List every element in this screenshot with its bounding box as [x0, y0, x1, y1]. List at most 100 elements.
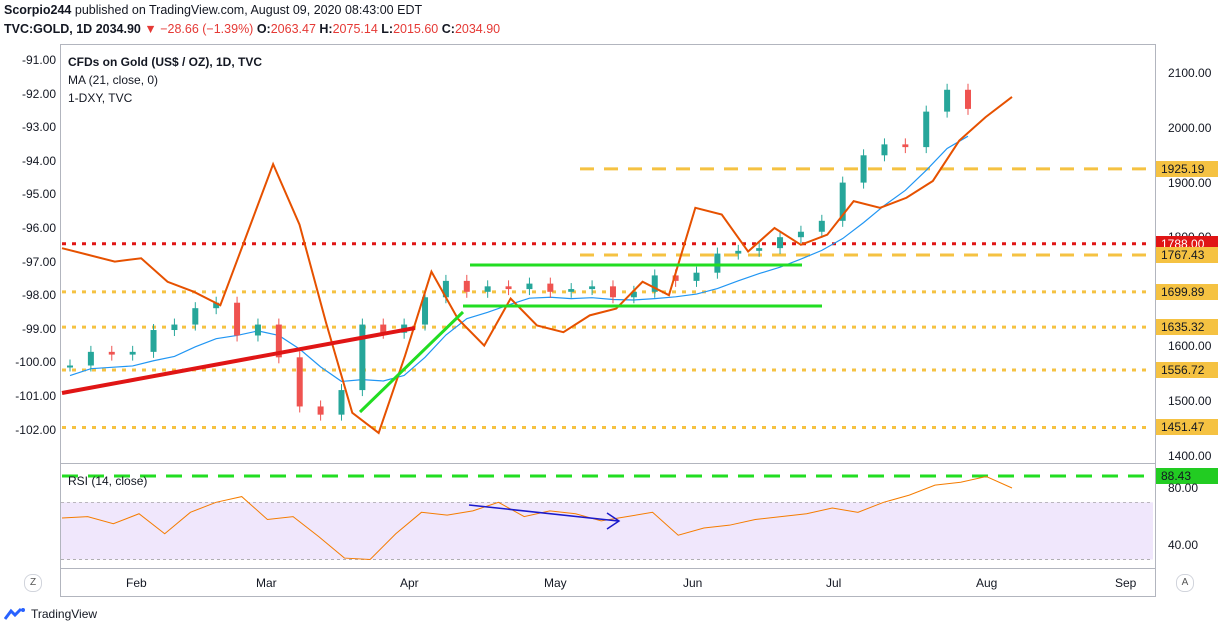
rsi-band — [61, 502, 1153, 560]
right-axis-tick: 1900.00 — [1168, 175, 1212, 190]
low-value: 2015.60 — [393, 22, 439, 36]
left-axis-tick: -96.00 — [21, 221, 56, 235]
publish-info: Scorpio244 published on TradingView.com,… — [4, 3, 422, 17]
left-axis-tick: -102.00 — [15, 422, 56, 437]
left-axis-tick: -100.00 — [15, 355, 56, 370]
close-value: 2034.90 — [454, 22, 501, 36]
candle — [275, 324, 282, 358]
time-axis-tick: Apr — [400, 576, 419, 590]
candle — [67, 365, 73, 368]
level-price-badge: 88.43 — [1156, 467, 1218, 484]
open-label: O: — [256, 22, 271, 36]
candle — [735, 250, 742, 254]
left-axis-tick: -98.00 — [21, 288, 56, 303]
candle — [547, 283, 554, 292]
candle — [651, 275, 658, 292]
level-price-badge: 1451.47 — [1156, 419, 1218, 436]
level-price-badge: 1699.89 — [1156, 283, 1218, 300]
candle — [965, 89, 971, 109]
candle — [797, 231, 804, 238]
down-arrow-icon: ▼ — [144, 22, 157, 36]
candle — [296, 357, 303, 407]
legend-dxy: 1-DXY, TVC — [68, 91, 133, 105]
candle — [87, 351, 94, 366]
left-axis-tick: -93.00 — [21, 120, 56, 135]
last-price: 2034.90 — [95, 22, 141, 36]
legend-ma: MA (21, close, 0) — [68, 73, 159, 87]
candle — [129, 351, 136, 355]
rsi-pane[interactable] — [60, 463, 1156, 569]
candle — [777, 237, 784, 249]
rsi-axis-tick: 40.00 — [1168, 538, 1199, 553]
price-change: −28.66 (−1.39%) — [160, 22, 254, 36]
candle — [171, 324, 178, 331]
author-name[interactable]: Scorpio244 — [4, 3, 72, 17]
auto-scale-button[interactable]: A — [1176, 574, 1194, 592]
time-axis-tick: May — [544, 576, 567, 590]
level-price-badge: 1635.32 — [1156, 319, 1218, 336]
candle — [150, 330, 157, 352]
candle — [526, 283, 533, 290]
left-axis-tick: -97.00 — [21, 254, 56, 269]
left-axis-tick: -95.00 — [21, 187, 56, 202]
candle — [818, 220, 825, 232]
rsi-divergence-arrow — [468, 504, 619, 522]
candle — [192, 308, 199, 325]
candle — [881, 144, 888, 156]
high-label: H: — [319, 22, 333, 36]
symbol-name[interactable]: TVC:GOLD, 1D — [4, 22, 93, 36]
right-axis-tick: 1500.00 — [1168, 394, 1212, 408]
rsi-line — [61, 476, 1013, 561]
candle — [484, 286, 491, 292]
candle — [609, 286, 616, 298]
candle — [234, 302, 241, 336]
candle — [756, 248, 763, 251]
candle — [463, 280, 470, 292]
right-axis-tick: 2000.00 — [1168, 121, 1212, 135]
price-chart[interactable] — [0, 43, 1218, 603]
symbol-bar: TVC:GOLD, 1D 2034.90 ▼ −28.66 (−1.39%) O… — [4, 22, 500, 36]
time-axis-tick: Jul — [826, 576, 842, 590]
time-axis-tick: Mar — [256, 576, 277, 590]
candle — [254, 324, 261, 336]
level-price-badge: 1767.43 — [1156, 246, 1218, 263]
candle — [714, 253, 721, 273]
candle — [589, 286, 596, 290]
candle — [442, 280, 449, 298]
right-axis-tick: 1400.00 — [1168, 448, 1212, 463]
red-trendline — [61, 326, 416, 395]
candle — [380, 324, 387, 333]
candle — [672, 275, 679, 281]
level-price-badge: 1556.72 — [1156, 362, 1218, 379]
tradingview-logo-icon — [4, 607, 25, 620]
candle — [505, 286, 512, 290]
left-axis-tick: -94.00 — [21, 153, 56, 168]
zoom-toggle-button[interactable]: Z — [24, 574, 42, 592]
time-axis-pane — [60, 568, 1156, 597]
publish-date: published on TradingView.com, August 09,… — [74, 3, 423, 17]
candle — [630, 291, 637, 298]
time-axis-tick: Aug — [976, 576, 998, 590]
right-axis-tick: 2100.00 — [1168, 66, 1212, 81]
open-value: 2063.47 — [270, 22, 316, 36]
candle — [317, 406, 324, 415]
candle — [860, 155, 867, 183]
time-axis-tick: Jun — [683, 576, 703, 590]
candle — [359, 324, 366, 391]
left-axis-tick: -91.00 — [21, 53, 56, 67]
candle — [923, 111, 930, 148]
candle — [902, 144, 909, 148]
time-axis-tick: Sep — [1115, 576, 1137, 590]
brand-name: TradingView — [31, 607, 98, 621]
left-axis-tick: -92.00 — [21, 86, 56, 101]
candle — [944, 89, 951, 112]
legend-rsi: RSI (14, close) — [68, 474, 148, 488]
candle — [568, 289, 575, 292]
level-price-badge: 1925.19 — [1156, 160, 1218, 177]
candle — [213, 302, 220, 309]
rsi-axis-tick: 80.00 — [1168, 481, 1199, 495]
low-label: L: — [381, 22, 394, 36]
candle — [422, 297, 429, 325]
candle — [108, 351, 115, 355]
close-label: C: — [441, 22, 455, 36]
